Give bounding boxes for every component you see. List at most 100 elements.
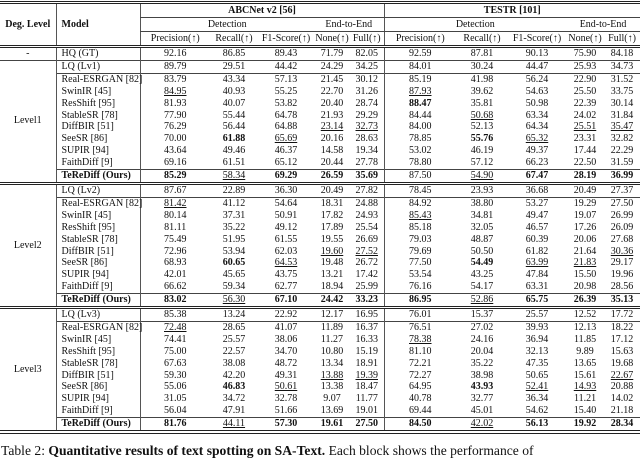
value-cell: 85.43 bbox=[383, 209, 457, 222]
value-cell: 28.19 bbox=[566, 169, 605, 184]
value-cell: 84.00 bbox=[383, 121, 457, 134]
value-cell: 13.65 bbox=[573, 357, 597, 369]
value-cell: 17.26 bbox=[573, 221, 597, 233]
value-cell: 57.30 bbox=[258, 417, 314, 433]
value-cell: 56.13 bbox=[508, 417, 567, 433]
value-cell: 72.48 bbox=[139, 320, 210, 334]
value-cell: 25.51 bbox=[573, 121, 597, 133]
col-header-abcnet-precision: Precision(↑) bbox=[139, 31, 210, 47]
value-cell: 35.22 bbox=[470, 357, 494, 369]
value-cell: 20.16 bbox=[320, 133, 344, 145]
value-cell: 87.67 bbox=[139, 181, 210, 198]
value-cell: 31.59 bbox=[610, 157, 634, 169]
value-cell: 78.85 bbox=[383, 133, 457, 146]
value-cell: 45.65 bbox=[222, 269, 246, 281]
value-cell: 41.12 bbox=[210, 196, 258, 210]
value-cell: 20.40 bbox=[320, 97, 344, 109]
value-cell: 32.73 bbox=[355, 121, 379, 133]
value-cell: 75.90 bbox=[573, 48, 597, 59]
value-cell: 64.78 bbox=[274, 109, 298, 121]
table-row: StableSR [78] 67.63 38.08 48.72 13.34 18.91 72… bbox=[0, 357, 640, 370]
table-row: TeReDiff (Ours) 81.76 44.11 57.30 19.61 27.50… bbox=[0, 417, 640, 433]
value-cell: 30.24 bbox=[456, 59, 509, 74]
value-cell: 88.47 bbox=[383, 97, 457, 110]
col-header-testr-recall: Recall(↑) bbox=[463, 33, 501, 44]
value-cell: 15.63 bbox=[610, 345, 634, 357]
value-cell: 22.92 bbox=[258, 306, 314, 322]
model-cell: ResShift [95] bbox=[55, 221, 140, 234]
value-cell: 38.08 bbox=[222, 357, 246, 369]
table-row: SwinIR [45] 74.41 25.57 38.06 11.27 16.33 78.3… bbox=[0, 333, 640, 346]
value-cell: 19.96 bbox=[610, 269, 634, 281]
value-cell: 19.55 bbox=[320, 233, 344, 245]
value-cell: 36.68 bbox=[508, 181, 567, 198]
value-cell: 15.19 bbox=[355, 345, 379, 357]
value-cell: 52.13 bbox=[470, 121, 494, 133]
value-cell: 9.89 bbox=[576, 345, 594, 357]
value-cell: 21.45 bbox=[314, 72, 350, 86]
value-cell: 15.61 bbox=[573, 369, 597, 381]
value-cell: 70.00 bbox=[139, 133, 210, 146]
value-cell: 63.99 bbox=[525, 257, 549, 269]
value-cell: 24.93 bbox=[355, 209, 379, 221]
value-cell: 13.38 bbox=[320, 381, 344, 393]
value-cell: 32.82 bbox=[610, 133, 634, 145]
value-cell: 85.18 bbox=[383, 221, 457, 234]
value-cell: 27.50 bbox=[604, 196, 640, 210]
level-cell: - bbox=[26, 48, 30, 59]
value-cell: 84.18 bbox=[610, 48, 634, 59]
value-cell: 75.49 bbox=[139, 233, 210, 246]
model-cell: Real-ESRGAN [82] bbox=[55, 72, 142, 86]
subgroup-testr-detection: Detection bbox=[383, 17, 567, 32]
value-cell: 68.93 bbox=[139, 257, 210, 270]
value-cell: 80.14 bbox=[139, 209, 210, 222]
value-cell: 32.78 bbox=[274, 393, 298, 405]
table-row: FaithDiff [9] 56.04 47.91 51.66 13.69 19.01 69… bbox=[0, 405, 640, 418]
value-cell: 59.30 bbox=[139, 369, 210, 382]
model-cell: TeReDiff (Ours) bbox=[55, 169, 140, 184]
value-cell: 30.14 bbox=[610, 97, 634, 109]
value-cell: 44.11 bbox=[210, 417, 258, 433]
value-cell: 89.43 bbox=[274, 48, 298, 59]
value-cell: 64.34 bbox=[525, 121, 549, 133]
value-cell: 84.50 bbox=[383, 417, 457, 433]
model-cell: ResShift [95] bbox=[55, 345, 140, 358]
value-cell: 54.90 bbox=[456, 169, 509, 184]
value-cell: 40.93 bbox=[222, 85, 246, 97]
value-cell: 55.25 bbox=[274, 85, 298, 97]
table-row: - HQ (GT) 92.16 86.85 89.43 71.79 82.05 92.59 87… bbox=[0, 46, 640, 61]
value-cell: 39.62 bbox=[470, 85, 494, 97]
value-cell: 17.82 bbox=[320, 209, 344, 221]
value-cell: 22.57 bbox=[222, 345, 246, 357]
value-cell: 46.37 bbox=[274, 145, 298, 157]
value-cell: 52.41 bbox=[525, 381, 549, 393]
value-cell: 53.82 bbox=[274, 97, 298, 109]
value-cell: 17.89 bbox=[320, 221, 344, 233]
value-cell: 12.52 bbox=[566, 306, 605, 322]
value-cell: 28.56 bbox=[610, 281, 634, 293]
value-cell: 74.41 bbox=[139, 333, 210, 346]
value-cell: 54.63 bbox=[525, 85, 549, 97]
value-cell: 30.12 bbox=[350, 72, 385, 86]
value-cell: 26.09 bbox=[610, 221, 634, 233]
value-cell: 78.38 bbox=[383, 333, 457, 346]
value-cell: 34.72 bbox=[222, 393, 246, 405]
value-cell: 21.83 bbox=[573, 257, 597, 269]
value-cell: 76.16 bbox=[383, 281, 457, 294]
value-cell: 42.20 bbox=[222, 369, 246, 381]
value-cell: 64.88 bbox=[274, 121, 298, 133]
value-cell: 56.04 bbox=[139, 405, 210, 418]
value-cell: 36.34 bbox=[525, 393, 549, 405]
caption-rest: Each block shows the performance of bbox=[325, 443, 534, 459]
value-cell: 36.99 bbox=[604, 169, 640, 184]
value-cell: 11.77 bbox=[355, 393, 378, 405]
value-cell: 65.69 bbox=[274, 133, 298, 145]
value-cell: 37.31 bbox=[222, 209, 246, 221]
value-cell: 48.72 bbox=[274, 357, 298, 369]
value-cell: 15.40 bbox=[573, 405, 597, 417]
model-cell: HQ (GT) bbox=[55, 46, 140, 61]
value-cell: 33.23 bbox=[350, 293, 385, 308]
value-cell: 38.06 bbox=[274, 333, 298, 345]
value-cell: 27.52 bbox=[355, 245, 379, 257]
value-cell: 19.39 bbox=[355, 369, 379, 381]
